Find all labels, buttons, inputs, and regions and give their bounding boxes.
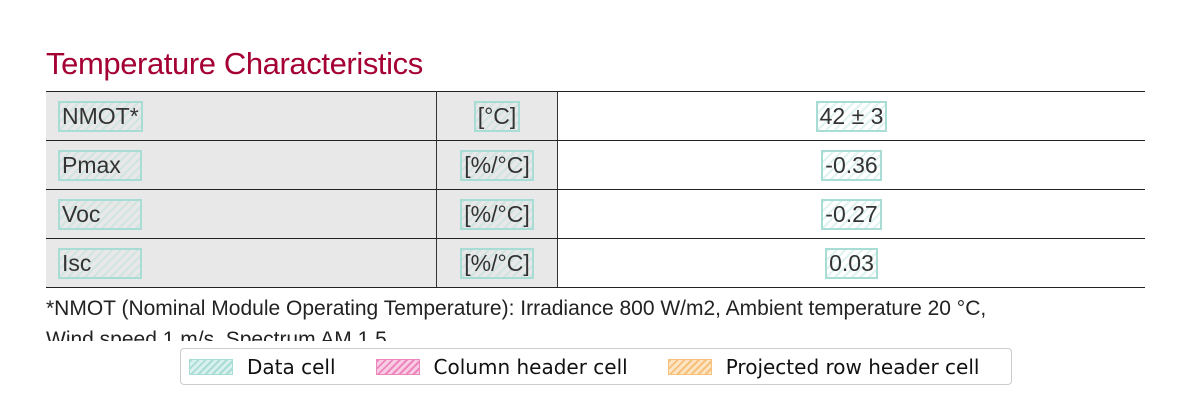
legend-label: Data cell bbox=[247, 354, 336, 379]
value-cell: -0.36 bbox=[557, 140, 1145, 190]
table-row: Isc [%/°C] 0.03 bbox=[46, 238, 1145, 288]
table-row: Voc [%/°C] -0.27 bbox=[46, 189, 1145, 239]
legend-item-column-header-cell: Column header cell bbox=[375, 354, 628, 379]
parameter-cell: Voc bbox=[46, 189, 437, 239]
footnote-line-1: *NMOT (Nominal Module Operating Temperat… bbox=[46, 297, 987, 320]
value-cell: 0.03 bbox=[557, 238, 1145, 288]
table-row: NMOT* [°C] 42 ± 3 bbox=[46, 91, 1145, 141]
value-label: 0.03 bbox=[825, 247, 878, 279]
unit-label: [%/°C] bbox=[460, 247, 534, 279]
unit-cell: [%/°C] bbox=[436, 140, 558, 190]
parameter-cell: Isc bbox=[46, 238, 437, 288]
temperature-characteristics-table: NMOT* [°C] 42 ± 3 Pmax [%/°C] -0.36 Voc … bbox=[46, 91, 1145, 288]
parameter-cell: NMOT* bbox=[46, 91, 437, 141]
column-header-cell-swatch bbox=[375, 358, 420, 375]
parameter-label: Isc bbox=[58, 247, 142, 279]
footnote-line-2: Wind speed 1 m/s, Spectrum AM 1.5 bbox=[46, 328, 387, 341]
value-label: 42 ± 3 bbox=[815, 100, 888, 132]
value-cell: 42 ± 3 bbox=[557, 91, 1145, 141]
legend-label: Column header cell bbox=[433, 354, 628, 379]
footnote: *NMOT (Nominal Module Operating Temperat… bbox=[46, 293, 1146, 341]
value-cell: -0.27 bbox=[557, 189, 1145, 239]
legend: Data cell Column header cell Projected r… bbox=[180, 348, 1012, 385]
table-row: Pmax [%/°C] -0.36 bbox=[46, 140, 1145, 190]
data-cell-swatch bbox=[189, 358, 233, 375]
parameter-label: NMOT* bbox=[58, 100, 143, 132]
unit-label: [%/°C] bbox=[460, 149, 534, 181]
parameter-cell: Pmax bbox=[46, 140, 437, 190]
unit-cell: [°C] bbox=[436, 91, 558, 141]
parameter-label: Voc bbox=[58, 198, 142, 230]
legend-label: Projected row header cell bbox=[725, 354, 980, 379]
unit-label: [%/°C] bbox=[460, 198, 534, 230]
unit-cell: [%/°C] bbox=[436, 238, 558, 288]
parameter-label: Pmax bbox=[58, 149, 142, 181]
unit-cell: [%/°C] bbox=[436, 189, 558, 239]
unit-label: [°C] bbox=[473, 100, 521, 132]
value-label: -0.27 bbox=[821, 198, 882, 230]
legend-item-data-cell: Data cell bbox=[189, 355, 336, 379]
projected-row-header-cell-swatch bbox=[667, 358, 712, 375]
legend-item-projected-row-header-cell: Projected row header cell bbox=[667, 354, 980, 379]
value-label: -0.36 bbox=[821, 149, 882, 181]
page-title: Temperature Characteristics bbox=[46, 46, 423, 81]
